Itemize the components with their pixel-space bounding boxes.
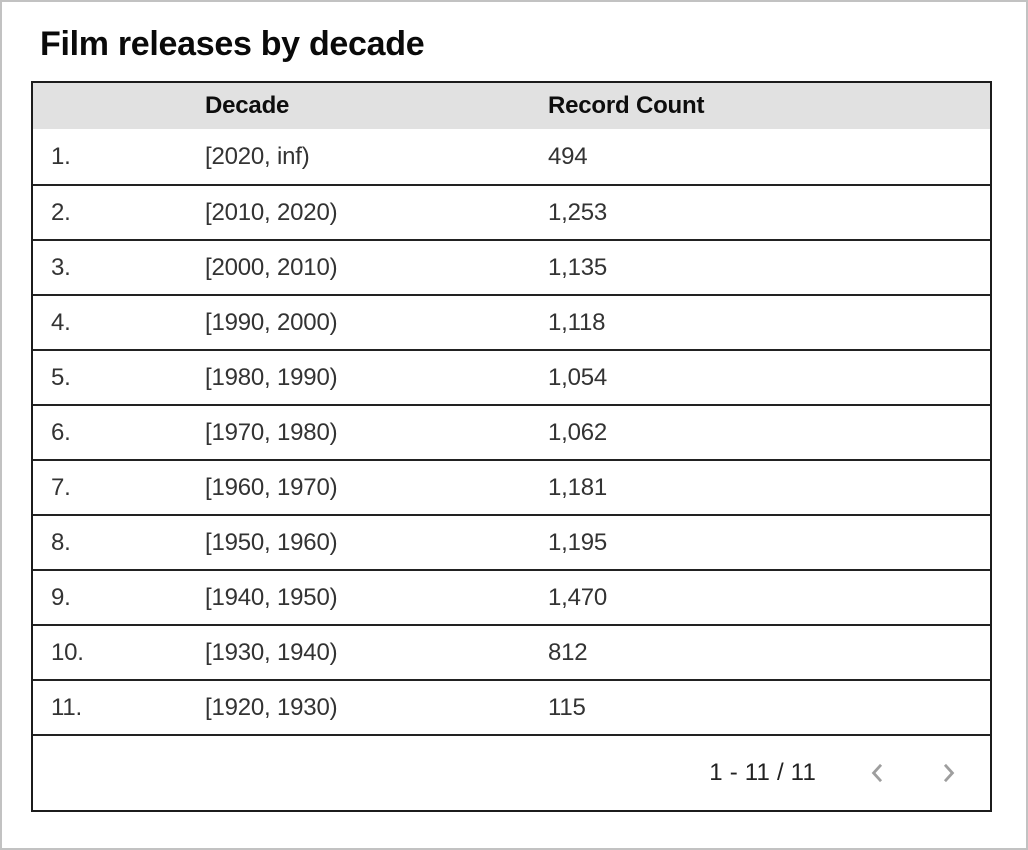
cell-decade: [1970, 1980) <box>205 418 338 446</box>
row-index: 6. <box>51 418 71 446</box>
table-row: 4. [1990, 2000) 1,118 <box>33 294 990 349</box>
row-index: 4. <box>51 308 71 336</box>
cell-record-count: 1,118 <box>548 308 606 336</box>
cell-decade: [1920, 1930) <box>205 693 338 721</box>
cell-decade: [1940, 1950) <box>205 583 338 611</box>
cell-decade: [1960, 1970) <box>205 473 338 501</box>
column-header-record-count[interactable]: Record Count <box>548 92 705 119</box>
table-row: 8. [1950, 1960) 1,195 <box>33 514 990 569</box>
chart-title: Film releases by decade <box>40 25 425 63</box>
cell-record-count: 1,253 <box>548 198 608 226</box>
column-header-decade[interactable]: Decade <box>205 92 290 119</box>
table-row: 9. [1940, 1950) 1,470 <box>33 569 990 624</box>
table-row: 11. [1920, 1930) 115 <box>33 679 990 734</box>
cell-decade: [2000, 2010) <box>205 253 338 281</box>
cell-decade: [2010, 2020) <box>205 198 338 226</box>
cell-decade: [1950, 1960) <box>205 528 338 556</box>
table-footer: 1 - 11 / 11 <box>33 734 990 810</box>
cell-decade: [1980, 1990) <box>205 363 338 391</box>
table-row: 7. [1960, 1970) 1,181 <box>33 459 990 514</box>
chevron-right-icon <box>934 759 962 787</box>
table-row: 2. [2010, 2020) 1,253 <box>33 184 990 239</box>
row-index: 2. <box>51 198 71 226</box>
table-row: 3. [2000, 2010) 1,135 <box>33 239 990 294</box>
cell-record-count: 1,181 <box>548 473 608 501</box>
cell-record-count: 1,054 <box>548 363 608 391</box>
row-index: 5. <box>51 363 71 391</box>
pagination-range-label: 1 - 11 / 11 <box>709 759 816 786</box>
row-index: 11. <box>51 693 82 721</box>
cell-record-count: 1,135 <box>548 253 608 281</box>
table-row: 6. [1970, 1980) 1,062 <box>33 404 990 459</box>
cell-record-count: 1,062 <box>548 418 608 446</box>
cell-record-count: 812 <box>548 638 588 666</box>
row-index: 7. <box>51 473 71 501</box>
cell-record-count: 115 <box>548 693 586 721</box>
cell-decade: [1930, 1940) <box>205 638 338 666</box>
row-index: 1. <box>51 142 71 170</box>
table-row: 1. [2020, inf) 494 <box>33 129 990 184</box>
table-chart: Decade Record Count 1. [2020, inf) 494 2… <box>31 81 992 812</box>
cell-decade: [1990, 2000) <box>205 308 338 336</box>
cell-record-count: 1,470 <box>548 583 608 611</box>
cell-decade: [2020, inf) <box>205 142 310 170</box>
row-index: 3. <box>51 253 71 281</box>
row-index: 9. <box>51 583 71 611</box>
table-row: 10. [1930, 1940) 812 <box>33 624 990 679</box>
pagination-next-button[interactable] <box>930 755 966 791</box>
table-row: 5. [1980, 1990) 1,054 <box>33 349 990 404</box>
chevron-left-icon <box>864 759 892 787</box>
cell-record-count: 1,195 <box>548 528 608 556</box>
pagination-prev-button[interactable] <box>860 755 896 791</box>
cell-record-count: 494 <box>548 142 588 170</box>
table-header-row: Decade Record Count <box>33 83 990 129</box>
row-index: 8. <box>51 528 71 556</box>
row-index: 10. <box>51 638 84 666</box>
